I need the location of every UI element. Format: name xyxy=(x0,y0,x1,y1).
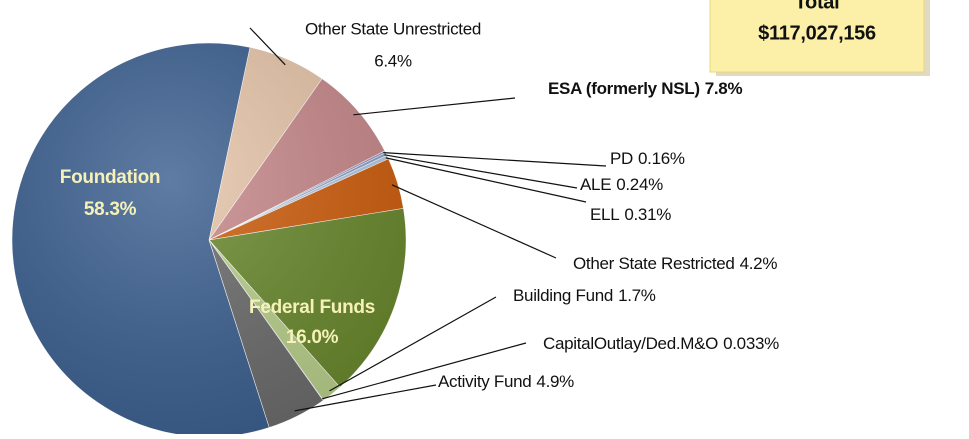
category-label: ALE xyxy=(580,175,611,194)
slice-label: Building Fund 1.7% xyxy=(513,286,656,305)
category-label: PD xyxy=(610,149,633,168)
slice-label: Activity Fund 4.9% xyxy=(438,372,574,391)
value-label: 1.7% xyxy=(618,286,656,305)
slice-label: Foundation xyxy=(60,167,160,188)
value-label: 4.9% xyxy=(536,372,574,391)
slice-label: ELL 0.31% xyxy=(590,205,671,224)
category-label: ESA (formerly NSL) xyxy=(548,79,700,98)
value-label: 6.4% xyxy=(374,51,412,70)
slice-label: PD 0.16% xyxy=(610,149,685,168)
value-label: 0.24% xyxy=(616,175,663,194)
leader-line xyxy=(385,157,587,203)
slice-label: ESA (formerly NSL) 7.8% xyxy=(548,79,742,98)
value-label: 4.2% xyxy=(740,254,778,273)
leader-line xyxy=(391,184,557,259)
labels: Other State Unrestricted 6.4% ESA (formerl… xyxy=(60,19,779,412)
total-label: Total xyxy=(795,0,840,13)
category-label: Other State Restricted xyxy=(573,254,735,273)
category-label: Activity Fund xyxy=(438,372,531,391)
leader-line xyxy=(383,152,607,167)
category-label: CapitalOutlay/Ded.M&O xyxy=(543,334,718,353)
category-label: ELL xyxy=(590,205,619,224)
value-label: 0.033% xyxy=(723,334,779,353)
leader-line xyxy=(384,154,578,189)
value-label: 0.31% xyxy=(624,205,671,224)
leader-line xyxy=(329,296,497,392)
slice-label: CapitalOutlay/Ded.M&O 0.033% xyxy=(543,334,779,353)
total-note: Total $117,027,156 xyxy=(709,0,930,76)
leader-line xyxy=(353,97,516,116)
slice-label: Other State Restricted 4.2% xyxy=(573,254,777,273)
category-label: Building Fund xyxy=(513,286,613,305)
leader-line xyxy=(294,384,437,412)
value-label: 16.0% xyxy=(286,327,339,348)
slice-label: ALE 0.24% xyxy=(580,175,663,194)
leader-line xyxy=(322,342,527,400)
leader-line xyxy=(249,27,286,66)
value-label: 0.16% xyxy=(638,149,685,168)
category-label: Other State Unrestricted xyxy=(305,19,481,38)
note-background xyxy=(709,0,925,73)
pie xyxy=(11,42,407,438)
value-label: 7.8% xyxy=(705,79,743,98)
total-value: $117,027,156 xyxy=(758,22,876,44)
value-label: 58.3% xyxy=(84,199,137,220)
slice-label: Federal Funds xyxy=(249,297,375,318)
